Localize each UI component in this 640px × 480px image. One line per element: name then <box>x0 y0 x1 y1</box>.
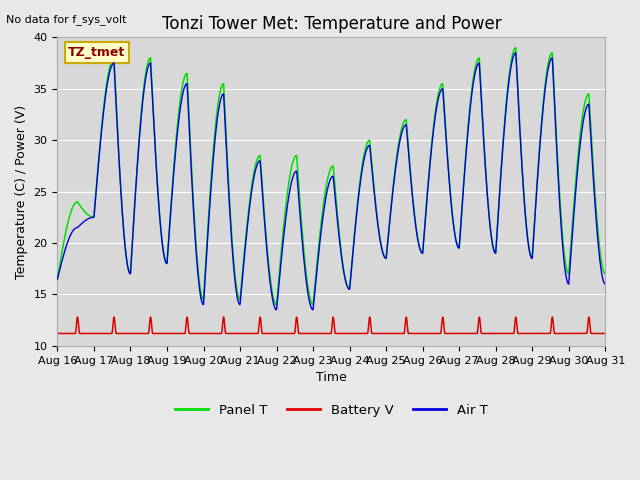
Air T <box>554 159 561 165</box>
Battery V <box>54 331 61 336</box>
Battery V <box>360 331 367 336</box>
X-axis label: Time: Time <box>316 371 347 384</box>
Panel T <box>206 189 214 195</box>
Title: Tonzi Tower Met: Temperature and Power: Tonzi Tower Met: Temperature and Power <box>161 15 501 33</box>
Air T <box>206 197 214 203</box>
Panel T <box>348 267 355 273</box>
Line: Panel T: Panel T <box>58 48 605 305</box>
Battery V <box>568 331 576 336</box>
Air T <box>309 307 317 312</box>
Air T <box>348 268 355 274</box>
Battery V <box>602 331 609 336</box>
Air T <box>569 228 577 234</box>
Panel T <box>512 45 520 50</box>
Battery V <box>553 331 561 336</box>
Battery V <box>491 331 499 336</box>
Y-axis label: Temperature (C) / Power (V): Temperature (C) / Power (V) <box>15 105 28 278</box>
Panel T <box>602 271 609 276</box>
Air T <box>360 161 367 167</box>
Text: No data for f_sys_volt: No data for f_sys_volt <box>6 14 127 25</box>
Panel T <box>360 156 367 162</box>
Air T <box>54 276 61 282</box>
Panel T <box>54 276 61 282</box>
Air T <box>602 281 609 287</box>
Text: TZ_tmet: TZ_tmet <box>68 46 125 59</box>
Battery V <box>147 314 154 320</box>
Panel T <box>491 250 499 255</box>
Legend: Panel T, Battery V, Air T: Panel T, Battery V, Air T <box>170 399 493 422</box>
Panel T <box>569 218 577 224</box>
Air T <box>512 50 520 56</box>
Line: Battery V: Battery V <box>58 317 605 334</box>
Line: Air T: Air T <box>58 53 605 310</box>
Panel T <box>309 302 317 308</box>
Panel T <box>554 152 561 157</box>
Air T <box>491 250 499 255</box>
Battery V <box>348 331 355 336</box>
Battery V <box>207 331 214 336</box>
